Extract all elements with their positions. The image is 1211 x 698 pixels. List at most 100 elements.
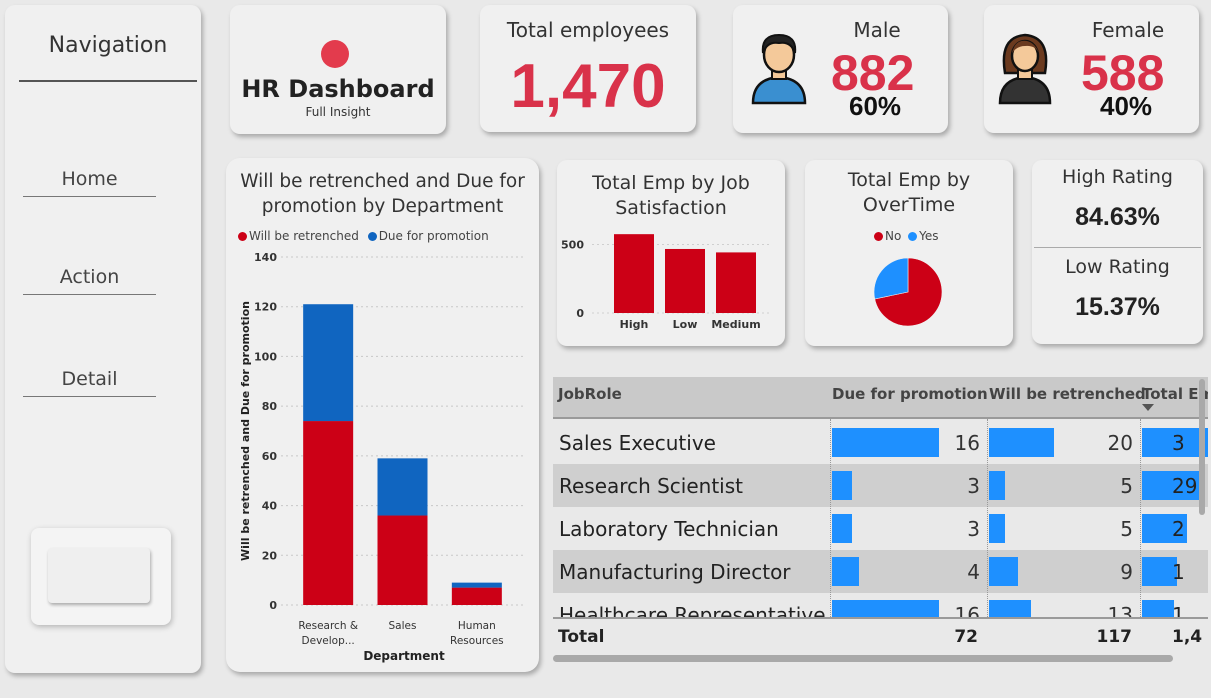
bar-will-be-retrenched bbox=[377, 515, 428, 605]
horizontal-scrollbar[interactable] bbox=[553, 655, 1173, 662]
due-for-promotion-cell: 4 bbox=[967, 560, 980, 584]
table-total-row: Total 72 117 1,4 bbox=[553, 619, 1208, 655]
x-tick-label: High bbox=[620, 318, 649, 331]
nav-item-action[interactable]: Action bbox=[59, 266, 120, 288]
promotion-data-bar bbox=[832, 600, 939, 619]
y-tick-label: 80 bbox=[262, 400, 278, 413]
nav-title: Navigation bbox=[48, 33, 168, 58]
total-employees-cell: 3 bbox=[1172, 431, 1185, 455]
table-row[interactable]: Laboratory Technician 3 5 2 bbox=[553, 507, 1208, 550]
table-row[interactable]: Healthcare Representative 16 13 1 bbox=[553, 593, 1208, 619]
legend-no-label: No bbox=[885, 229, 902, 243]
rating-divider bbox=[1034, 247, 1201, 248]
kpi-male-card: Male 882 60% bbox=[733, 5, 948, 133]
column-header-due-for-promotion[interactable]: Due for promotion bbox=[832, 385, 988, 403]
nav-item-detail-underline bbox=[23, 396, 156, 397]
legend-yes-label: Yes bbox=[919, 229, 939, 243]
bar-job-satisfaction bbox=[716, 252, 756, 313]
low-rating-label: Low Rating bbox=[1065, 256, 1170, 278]
jobrole-table: JobRole Due for promotion Will be retren… bbox=[553, 377, 1208, 667]
table-row[interactable]: Manufacturing Director 4 9 1 bbox=[553, 550, 1208, 593]
total-employees-cell: 1 bbox=[1172, 560, 1185, 584]
navigation-panel: Navigation Home Action Detail bbox=[5, 5, 201, 673]
jobrole-cell: Healthcare Representative bbox=[559, 603, 826, 619]
job-satisfaction-title: Total Emp by Job Satisfaction bbox=[592, 172, 750, 219]
bar-due-for-promotion bbox=[451, 582, 502, 588]
will-be-retrenched-cell: 9 bbox=[1120, 560, 1133, 584]
retrenched-data-bar bbox=[989, 514, 1006, 543]
table-total-divider bbox=[553, 617, 1208, 619]
rating-card: High Rating 84.63% Low Rating 15.37% bbox=[1032, 160, 1203, 344]
kpi-female-value: 588 bbox=[1081, 45, 1165, 101]
will-be-retrenched-cell: 20 bbox=[1107, 431, 1133, 455]
x-tick-label: Medium bbox=[711, 318, 760, 331]
kpi-total-label: Total employees bbox=[506, 18, 670, 42]
bar-due-for-promotion bbox=[377, 458, 428, 516]
high-rating-value: 84.63% bbox=[1075, 203, 1160, 231]
kpi-male-label: Male bbox=[853, 18, 901, 42]
kpi-female-percent: 40% bbox=[1100, 91, 1153, 121]
retrenched-data-bar bbox=[989, 471, 1006, 500]
table-row[interactable]: Sales Executive 16 20 3 bbox=[553, 421, 1208, 464]
jobrole-cell: Sales Executive bbox=[559, 431, 716, 455]
legend-retrenched-label: Will be retrenched bbox=[249, 229, 359, 243]
jobrole-cell: Research Scientist bbox=[559, 474, 743, 498]
column-separator bbox=[987, 419, 988, 617]
retrenched-data-bar bbox=[989, 557, 1019, 586]
table-header-row: JobRole Due for promotion Will be retren… bbox=[553, 377, 1208, 419]
department-chart-card: Will be retrenched and Due for promotion… bbox=[226, 158, 539, 672]
column-separator bbox=[830, 419, 831, 617]
total-due-for-promotion: 72 bbox=[954, 627, 978, 647]
overtime-legend: No Yes bbox=[874, 229, 939, 243]
nav-title-divider bbox=[19, 80, 197, 82]
nav-item-home[interactable]: Home bbox=[61, 168, 118, 190]
total-will-be-retrenched: 117 bbox=[1096, 627, 1133, 647]
will-be-retrenched-cell: 13 bbox=[1107, 603, 1133, 619]
sort-descending-icon[interactable] bbox=[1142, 404, 1154, 411]
total-employees-total: 1,4 bbox=[1172, 627, 1203, 647]
total-employees-cell: 1 bbox=[1172, 603, 1185, 619]
bar-will-be-retrenched bbox=[451, 587, 502, 605]
y-axis-label: Will be retrenched and Due for promotion bbox=[239, 301, 252, 561]
legend-promotion-label: Due for promotion bbox=[378, 229, 489, 243]
y-tick-label: 20 bbox=[262, 549, 278, 562]
nav-item-detail[interactable]: Detail bbox=[61, 368, 118, 390]
x-tick-label: Research & Develop... bbox=[298, 620, 358, 647]
kpi-female-label: Female bbox=[1091, 18, 1165, 42]
vertical-scrollbar[interactable] bbox=[1199, 379, 1205, 515]
low-rating-value: 15.37% bbox=[1075, 293, 1160, 321]
dashboard-title: HR Dashboard bbox=[241, 75, 435, 103]
overtime-title: Total Emp by OverTime bbox=[847, 169, 971, 216]
column-header-jobrole[interactable]: JobRole bbox=[558, 385, 622, 403]
retrenched-data-bar bbox=[989, 428, 1054, 457]
x-tick-label: Human Resources bbox=[450, 620, 504, 647]
due-for-promotion-cell: 3 bbox=[967, 474, 980, 498]
jobrole-cell: Laboratory Technician bbox=[559, 517, 779, 541]
y-tick-label: 40 bbox=[262, 500, 278, 513]
y-tick-label: 0 bbox=[269, 599, 277, 612]
department-stacked-bar-chart: 0 20 40 60 80 100 120 140 Research & Develop... Sa… bbox=[239, 251, 524, 663]
high-rating-label: High Rating bbox=[1062, 166, 1173, 188]
total-employees-cell: 29 bbox=[1172, 474, 1198, 498]
nav-item-home-underline bbox=[23, 196, 156, 197]
promotion-data-bar bbox=[832, 514, 853, 543]
bar-due-for-promotion bbox=[303, 304, 354, 422]
nav-blank-button[interactable] bbox=[48, 548, 150, 603]
total-employees-data-bar bbox=[1142, 428, 1208, 457]
kpi-total-value: 1,470 bbox=[510, 52, 666, 121]
table-row[interactable]: Research Scientist 3 5 29 bbox=[553, 464, 1208, 507]
bar-will-be-retrenched bbox=[303, 421, 354, 605]
nav-item-action-underline bbox=[23, 294, 156, 295]
overtime-card: Total Emp by OverTime No Yes bbox=[805, 160, 1013, 346]
nav-button-frame bbox=[31, 528, 171, 625]
x-tick-label: Low bbox=[673, 318, 698, 331]
bar-job-satisfaction bbox=[614, 234, 654, 313]
total-employees-data-bar bbox=[1142, 557, 1177, 586]
retrenched-data-bar bbox=[989, 600, 1032, 619]
column-header-total-employees[interactable]: Total Em bbox=[1142, 385, 1208, 403]
total-label: Total bbox=[558, 627, 605, 647]
header-card: HR Dashboard Full Insight bbox=[230, 5, 446, 134]
y-tick-label: 140 bbox=[254, 251, 277, 264]
department-chart-title: Will be retrenched and Due for promotion… bbox=[240, 171, 525, 217]
column-header-will-be-retrenched[interactable]: Will be retrenched bbox=[989, 385, 1146, 403]
